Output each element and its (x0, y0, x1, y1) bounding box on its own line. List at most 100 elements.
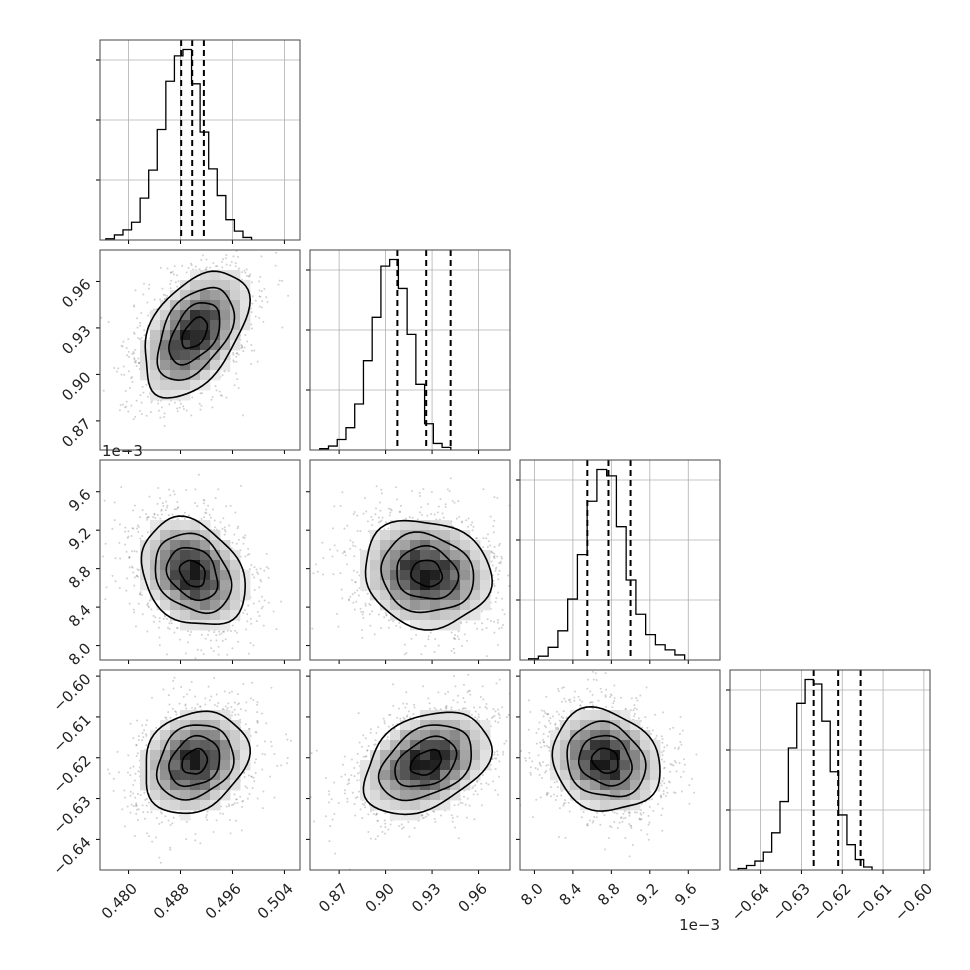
scatter-point (485, 707, 488, 710)
contour-line (410, 559, 444, 588)
density-cell (210, 300, 221, 311)
scatter-point (194, 245, 196, 247)
scatter-point (158, 620, 161, 623)
scatter-point (237, 640, 240, 643)
density-cell (430, 560, 441, 571)
density-cell (200, 310, 211, 321)
scatter-point (231, 247, 233, 249)
scatter-point (128, 602, 131, 605)
scatter-point (497, 775, 500, 778)
density-cell (200, 300, 211, 311)
scatter-point (163, 412, 166, 415)
density-cell (220, 710, 231, 721)
density-cell (470, 580, 481, 591)
density-cell (190, 770, 201, 781)
scatter-point (166, 506, 169, 509)
density-cell (230, 600, 241, 611)
density-cell (180, 310, 191, 321)
hist-bar (372, 317, 381, 450)
scatter-point (223, 526, 226, 529)
panel-frame (519, 459, 721, 661)
scatter-point (222, 812, 225, 815)
scatter-point (433, 650, 436, 653)
scatter-point (194, 707, 197, 710)
density-cell (410, 550, 421, 561)
scatter-point (194, 488, 197, 491)
density-cell (180, 620, 191, 631)
scatter-point (159, 861, 162, 864)
scatter-point (213, 676, 216, 679)
scatter-point (450, 649, 453, 652)
panel-frame (729, 669, 931, 871)
scatter-point (491, 758, 494, 761)
density-cell (200, 710, 211, 721)
scatter-point (187, 641, 190, 644)
density-cell (200, 340, 211, 351)
scatter-point (405, 702, 408, 705)
scatter-point (354, 814, 357, 817)
scatter-point (502, 753, 505, 756)
scatter-point (315, 749, 318, 752)
scatter-point (236, 527, 239, 530)
scatter-point (472, 793, 475, 796)
scatter-point (135, 804, 138, 807)
scatter-point (468, 804, 471, 807)
density-cell (470, 590, 481, 601)
scatter-point (141, 804, 144, 807)
scatter-point (227, 702, 230, 705)
density-cell (170, 520, 181, 531)
scatter-point (429, 631, 432, 634)
scatter-point (133, 584, 136, 587)
scatter-point (158, 617, 161, 620)
scatter-point (390, 509, 393, 512)
density-cell (220, 740, 231, 751)
scatter-point (361, 613, 364, 616)
scatter-point (252, 602, 255, 605)
density-cell (200, 550, 211, 561)
density-cell (200, 580, 211, 591)
scatter-point (210, 695, 213, 698)
density-cell (460, 590, 471, 601)
hist-bar (839, 815, 847, 870)
density-cell (230, 770, 241, 781)
scatter-point (222, 517, 225, 520)
scatter-point (481, 628, 484, 631)
scatter-point (454, 685, 457, 688)
contour-line (168, 734, 221, 788)
scatter-point (473, 818, 476, 821)
hist-bar (355, 404, 364, 450)
scatter-point (344, 773, 347, 776)
scatter-point (398, 707, 401, 710)
scatter-point (225, 805, 228, 808)
scatter-point (374, 743, 377, 746)
scatter-point (450, 706, 453, 709)
scatter-point (147, 515, 150, 518)
scatter-point (165, 617, 168, 620)
density-cell (170, 540, 181, 551)
scatter-point (256, 360, 259, 363)
scatter-point (247, 604, 250, 607)
scatter-point (477, 715, 480, 718)
density-cell (180, 790, 191, 801)
density-cell (420, 590, 431, 601)
scatter-point (218, 630, 221, 633)
scatter-point (225, 396, 228, 399)
scatter-point (418, 494, 421, 497)
scatter-point (248, 568, 251, 571)
scatter-point (147, 602, 150, 605)
scatter-point (160, 508, 163, 511)
scatter-point (344, 551, 347, 554)
scatter-point (133, 550, 136, 553)
scatter-point (244, 723, 247, 726)
scatter-point (485, 626, 488, 629)
density-cell (220, 620, 231, 631)
scatter-point (234, 265, 237, 268)
scatter-point (129, 790, 132, 793)
scatter-point (280, 764, 283, 767)
density-cell (190, 530, 201, 541)
scatter-point (139, 321, 142, 324)
scatter-point (494, 600, 497, 603)
density-cell (170, 600, 181, 611)
scatter-point (263, 740, 266, 743)
scatter-point (495, 597, 498, 600)
